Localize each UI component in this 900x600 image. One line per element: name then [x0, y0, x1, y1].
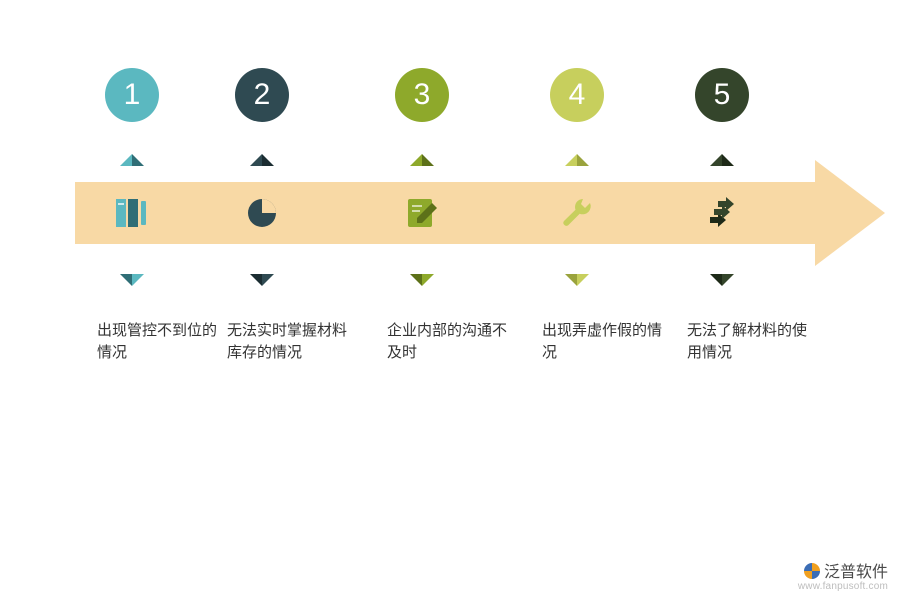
pie-icon — [244, 195, 280, 231]
watermark: 泛普软件 www.fanpusoft.com — [798, 563, 888, 592]
step-circle-2: 2 — [235, 68, 289, 122]
chevron-down-icon — [408, 264, 436, 292]
step-label-1: 出现管控不到位的情况 — [97, 320, 227, 364]
arrows-icon — [704, 195, 740, 231]
chevron-up-icon — [248, 148, 276, 176]
step-circle-1: 1 — [105, 68, 159, 122]
chevron-up-icon — [118, 148, 146, 176]
step-label-5: 无法了解材料的使用情况 — [687, 320, 817, 364]
chevron-down-icon — [563, 264, 591, 292]
step-label-3: 企业内部的沟通不及时 — [387, 320, 517, 364]
chevron-up-icon — [563, 148, 591, 176]
chevron-down-icon — [248, 264, 276, 292]
chevron-up-icon — [708, 148, 736, 176]
step-label-4: 出现弄虚作假的情况 — [542, 320, 672, 364]
step-circle-5: 5 — [695, 68, 749, 122]
wrench-icon — [559, 195, 595, 231]
step-circle-4: 4 — [550, 68, 604, 122]
watermark-url: www.fanpusoft.com — [798, 582, 888, 593]
edit-icon — [404, 195, 440, 231]
watermark-brand: 泛普软件 — [824, 564, 888, 581]
step-label-2: 无法实时掌握材料库存的情况 — [227, 320, 357, 364]
step-circle-3: 3 — [395, 68, 449, 122]
timeline-arrow-head — [815, 160, 885, 266]
infographic-stage: 1 出现管控不到位的情况 2 无法实时掌握材料库存的情况 3 — [0, 0, 900, 600]
books-icon — [114, 195, 150, 231]
chevron-down-icon — [708, 264, 736, 292]
chevron-up-icon — [408, 148, 436, 176]
chevron-down-icon — [118, 264, 146, 292]
brand-icon — [804, 563, 820, 579]
